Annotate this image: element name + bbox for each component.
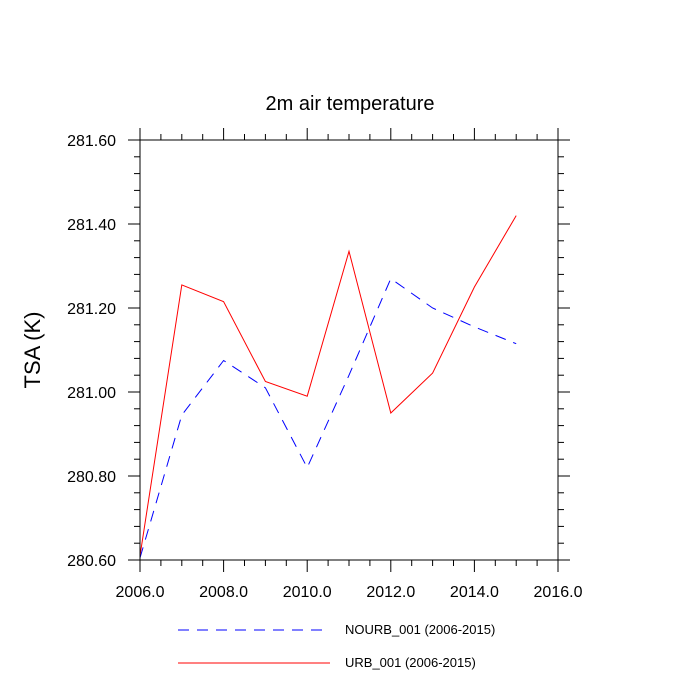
x-tick-label: 2016.0 [534,584,583,601]
legend: NOURB_001 (2006-2015) URB_001 (2006-2015… [178,622,495,670]
x-tick-label: 2008.0 [199,584,248,601]
y-tick-label: 281.40 [67,217,116,234]
axis-ticks [128,128,570,572]
y-tick-label: 281.60 [67,133,116,150]
series-line-urb [139,215,517,556]
data-series [139,215,517,559]
y-axis-label: TSA (K) [20,311,45,388]
legend-label-urb: URB_001 (2006-2015) [345,655,476,670]
x-tick-label: 2006.0 [116,584,165,601]
legend-label-nourb: NOURB_001 (2006-2015) [345,622,495,637]
y-tick-label: 280.60 [67,553,116,570]
axis-tick-labels: 2006.0 2008.0 2010.0 2012.0 2014.0 2016.0 280.… [67,133,583,601]
x-tick-label: 2010.0 [283,584,332,601]
chart-title: 2m air temperature [266,93,435,115]
y-tick-label: 281.00 [67,385,116,402]
y-tick-label: 280.80 [67,469,116,486]
plot-frame [139,139,559,561]
y-tick-label: 281.20 [67,301,116,318]
series-line-nourb [139,277,517,559]
x-tick-label: 2014.0 [450,584,499,601]
x-tick-label: 2012.0 [366,584,415,601]
